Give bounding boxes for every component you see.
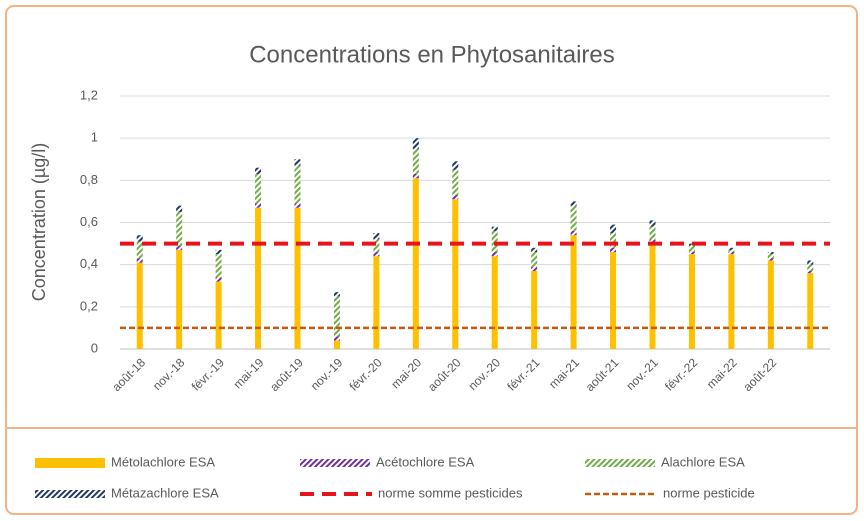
bar-segment — [531, 247, 538, 253]
bar-segment — [452, 199, 459, 349]
bar-segment — [333, 292, 340, 297]
bar-segment — [412, 148, 419, 175]
bar-segment — [176, 249, 183, 349]
bar-segment — [688, 243, 695, 246]
bar-segment — [215, 277, 222, 282]
bar-segment — [807, 270, 814, 274]
bar-segment — [176, 211, 183, 246]
bar-segment — [767, 258, 774, 261]
bar-segment — [491, 252, 498, 257]
y-axis-title: Concentration (µg/l) — [29, 143, 49, 301]
bar-segment — [412, 178, 419, 349]
bar-segment — [452, 195, 459, 200]
bar-segment — [412, 138, 419, 149]
bar-segment — [255, 207, 262, 349]
legend-swatch — [585, 459, 655, 467]
bar-segment — [491, 230, 498, 253]
bar-segment — [610, 233, 617, 248]
bar-segment — [807, 260, 814, 265]
bar-segment — [531, 266, 538, 271]
bar-segment — [136, 258, 143, 263]
bar-segment — [649, 239, 656, 244]
y-tick-label: 1 — [91, 130, 98, 145]
bar-segment — [452, 161, 459, 170]
bar-segment — [294, 203, 301, 208]
bar-segment — [294, 165, 301, 204]
bar-segment — [531, 270, 538, 349]
legend-label: norme somme pesticides — [378, 485, 523, 500]
bar-segment — [728, 247, 735, 250]
bar-segment — [333, 296, 340, 337]
bar-segment — [333, 340, 340, 349]
bar-segment — [688, 254, 695, 349]
y-tick-label: 0,6 — [80, 214, 98, 229]
y-tick-label: 0,4 — [80, 256, 98, 271]
bar-segment — [767, 254, 774, 259]
bar-segment — [728, 252, 735, 255]
legend-label: Métazachlore ESA — [111, 485, 219, 500]
bar-segment — [570, 205, 577, 231]
legend-label: Acétochlore ESA — [376, 454, 475, 469]
bar-segment — [215, 281, 222, 349]
bar-segment — [136, 241, 143, 259]
bar-segment — [610, 224, 617, 234]
bar-segment — [452, 169, 459, 196]
bar-segment — [373, 233, 380, 240]
y-tick-label: 0 — [91, 340, 98, 355]
legend-swatch — [35, 490, 105, 498]
bar-segment — [333, 336, 340, 341]
bar-segment — [373, 239, 380, 253]
bar-segment — [491, 226, 498, 231]
chart-title: Concentrations en Phytosanitaires — [249, 41, 615, 68]
chart-border — [5, 5, 858, 515]
bar-segment — [531, 252, 538, 267]
legend-label: norme pesticide — [663, 485, 755, 500]
bar-segment — [373, 256, 380, 349]
bar-segment — [767, 260, 774, 349]
bar-segment — [649, 243, 656, 349]
bar-segment — [807, 264, 814, 271]
bar-segment — [610, 252, 617, 349]
y-tick-label: 1,2 — [80, 87, 98, 102]
bar-segment — [412, 174, 419, 179]
bar-segment — [807, 273, 814, 349]
bar-segment — [570, 230, 577, 236]
bar-segment — [255, 174, 262, 204]
bar-segment — [255, 203, 262, 208]
bar-segment — [136, 235, 143, 242]
bar-segment — [767, 252, 774, 255]
bar-segment — [688, 245, 695, 253]
bar-segment — [491, 256, 498, 349]
legend-label: Alachlore ESA — [661, 454, 745, 469]
bar-segment — [136, 262, 143, 349]
bar-segment — [570, 235, 577, 349]
bar-segment — [570, 201, 577, 206]
bar-segment — [215, 254, 222, 278]
bar-segment — [610, 247, 617, 253]
bar-segment — [176, 245, 183, 250]
bar-segment — [215, 249, 222, 255]
bar-segment — [728, 249, 735, 253]
bar-segment — [373, 252, 380, 257]
bar-segment — [255, 167, 262, 175]
y-tick-label: 0,2 — [80, 298, 98, 313]
bar-segment — [176, 205, 183, 212]
bar-segment — [294, 207, 301, 349]
legend-swatch — [300, 459, 370, 467]
bar-segment — [294, 159, 301, 166]
bar-segment — [688, 252, 695, 255]
legend-swatch — [35, 458, 105, 468]
bar-segment — [649, 220, 656, 227]
legend-label: Métolachlore ESA — [111, 454, 215, 469]
bar-segment — [649, 226, 656, 240]
y-tick-label: 0,8 — [80, 172, 98, 187]
bar-segment — [728, 254, 735, 349]
